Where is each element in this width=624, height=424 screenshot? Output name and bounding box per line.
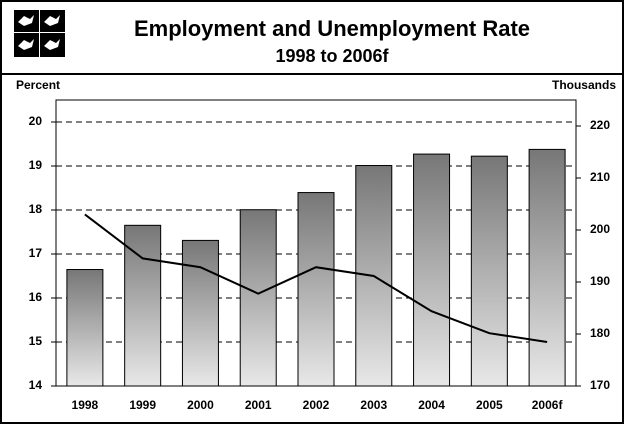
y-tick-label: 17: [29, 246, 43, 260]
x-tick-label: 1999: [129, 398, 156, 412]
x-tick-label: 2002: [303, 398, 330, 412]
bar: [413, 153, 451, 387]
x-tick-label: 1998: [72, 398, 99, 412]
x-tick-label: 2006f: [532, 398, 564, 412]
x-tick-label: 2000: [187, 398, 214, 412]
x-tick-label: 2003: [360, 398, 387, 412]
chart-subtitle: 1998 to 2006f: [275, 46, 389, 66]
y2-tick-label: 190: [590, 274, 610, 288]
y-tick-label: 14: [29, 378, 43, 392]
bar: [239, 209, 277, 387]
y2-tick-label: 180: [590, 326, 610, 340]
bar: [470, 155, 508, 387]
chart-title: Employment and Unemployment Rate: [134, 16, 530, 41]
plot-border: [55, 99, 577, 387]
bar: [66, 269, 104, 387]
x-tick-label: 2005: [476, 398, 503, 412]
y2-axis-label: Thousands: [552, 78, 616, 92]
x-tick-label: 2001: [245, 398, 272, 412]
bar: [297, 192, 335, 387]
y-tick-label: 16: [29, 290, 43, 304]
y2-tick-label: 170: [590, 378, 610, 392]
bar: [528, 148, 566, 387]
x-tick-label: 2004: [418, 398, 445, 412]
y2-tick-label: 220: [590, 118, 610, 132]
logo: [14, 10, 65, 57]
y-tick-label: 20: [29, 114, 43, 128]
y2-tick-label: 210: [590, 170, 610, 184]
line: [84, 213, 548, 343]
bar: [181, 239, 219, 387]
y-axis-label: Percent: [16, 78, 60, 92]
y-tick-label: 18: [29, 202, 43, 216]
y-tick-label: 15: [29, 334, 43, 348]
y-tick-label: 19: [29, 158, 43, 172]
bar: [124, 224, 162, 387]
y2-tick-label: 200: [590, 222, 610, 236]
